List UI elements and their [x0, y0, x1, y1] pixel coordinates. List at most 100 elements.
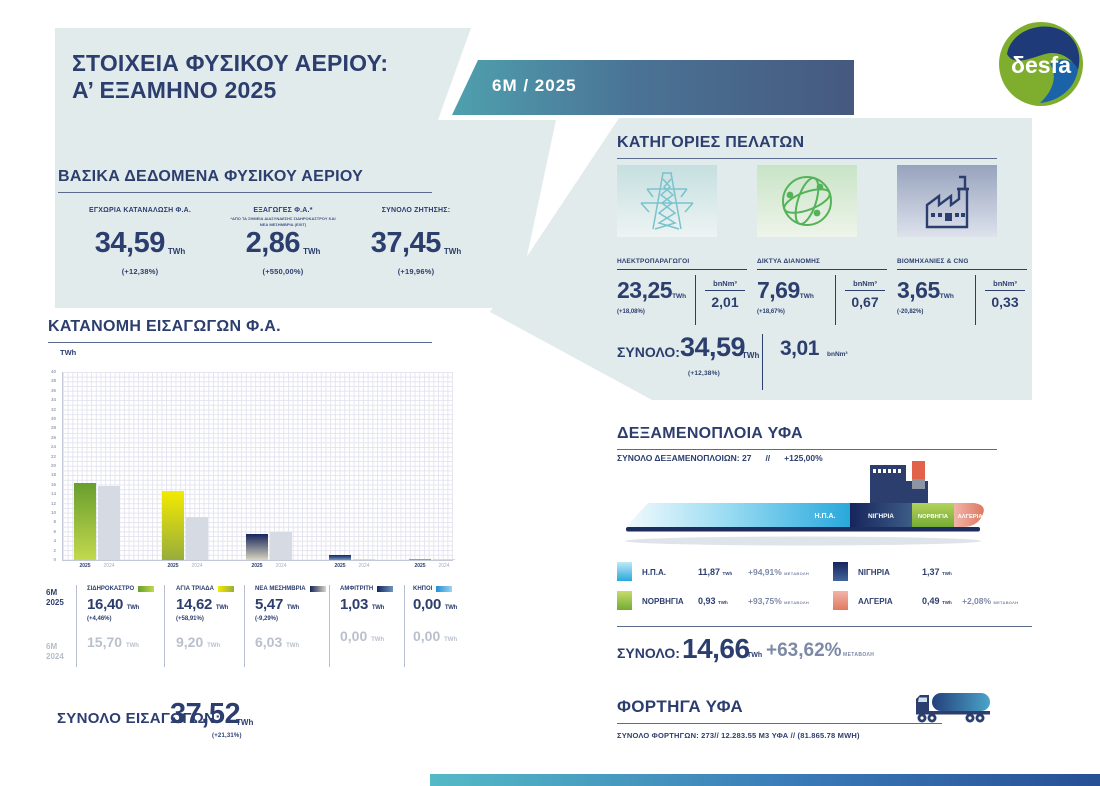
- tankers-subtitle: ΣΥΝΟΛΟ ΔΕΞΑΜΕΝΟΠΛΟΙΩΝ: 27 // +125,00%: [617, 453, 823, 463]
- ship-segment-label-algeria: ΑΛΓΕΡΙΑ: [957, 514, 983, 520]
- tankers-total-change-label: ΜΕΤΑΒΟΛΗ: [843, 652, 875, 658]
- tankers-count-change: +125,00%: [784, 453, 823, 463]
- y-tick-label: 14: [50, 491, 56, 497]
- color-swatch: [377, 586, 394, 592]
- stat-label: ΕΓΧΩΡΙΑ ΚΑΤΑΝΑΛΩΣΗ Φ.Α.: [89, 207, 191, 214]
- x-tick-label: 2025: [167, 563, 179, 569]
- value-unit: TWh: [286, 643, 300, 649]
- import-point-amfitriti: ΑΜΦΙΤΡΙΤΗ 1,03 TWh 0,00 TWh: [340, 586, 416, 644]
- vertical-divider: [695, 275, 696, 325]
- y-tick-label: 26: [50, 434, 56, 440]
- stat-total-demand: ΣΥΝΟΛΟ ΖΗΤΗΣΗΣ: 37,45 TWh (+19,96%): [336, 207, 496, 282]
- customers-title: ΚΑΤΗΓΟΡΙΕΣ ΠΕΛΑΤΩΝ: [617, 134, 997, 159]
- customer-card-power: ΗΛΕΚΤΡΟΠΑΡΑΓΩΓΟΙ 23,25TWh (+18,08%) bnNm…: [617, 258, 747, 327]
- page-title: ΣΤΟΙΧΕΙΑ ΦΥΣΙΚΟΥ ΑΕΡΙΟΥ: Α’ ΕΞΑΜΗΝΟ 2025: [72, 50, 388, 104]
- x-tick-label: 2024: [358, 563, 370, 569]
- bar-ΣΙΔΗΡΟΚΑΣΤΡΟ-2024: [98, 486, 120, 560]
- color-swatch: [138, 586, 155, 592]
- tankers-total-label: ΣΥΝΟΛΟ:: [617, 645, 680, 661]
- customers-total-change: (+12,38%): [688, 370, 720, 377]
- legend-change-label: ΜΕΤΑΒΟΛΗ: [993, 600, 1019, 605]
- value-2025: 0,00: [413, 596, 441, 613]
- bar-ΑΜΦΙΤΡΙΤΗ-2025: [329, 555, 351, 560]
- stat-value: 37,45: [370, 227, 442, 259]
- lng-ship-graphic: Η.Π.Α. ΝΙΓΗΡΙΑ ΝΟΡΒΗΓΙΑ ΑΛΓΕΡΙΑ: [618, 455, 993, 555]
- stat-domestic-consumption: ΕΓΧΩΡΙΑ ΚΑΤΑΝΑΛΩΣΗ Φ.Α. 34,59 TWh (+12,3…: [60, 207, 220, 282]
- tankers-total-count: ΣΥΝΟΛΟ ΔΕΞΑΜΕΝΟΠΛΟΙΩΝ: 27: [617, 453, 752, 463]
- customer-twh-unit: TWh: [799, 293, 814, 300]
- lng-truck-graphic: [912, 683, 997, 732]
- column-divider: [76, 585, 77, 667]
- y-tick-label: 22: [50, 453, 56, 459]
- customer-bn-value: 0,33: [991, 294, 1019, 310]
- x-tick-label: 2024: [438, 563, 450, 569]
- legend-change: +2,08%: [962, 596, 992, 606]
- customer-twh-unit: TWh: [939, 293, 954, 300]
- desfa-logo-text: δesfa: [1011, 52, 1071, 78]
- stat-change: (+19,96%): [397, 267, 435, 276]
- legend-unit: TWh: [722, 571, 733, 576]
- color-swatch: [217, 586, 234, 592]
- total-imports-label: ΣΥΝΟΛΟ ΕΙΣΑΓΩΓΩΝ:: [57, 710, 221, 727]
- total-imports-change: (+21,31%): [212, 733, 242, 739]
- tile-industries-cng: [897, 165, 997, 237]
- stat-footnote: *ΑΠΟ ΤΑ ΣΗΜΕΙΑ ΔΙΑΣΥΝΔΕΣΗΣ ΣΙΔΗΡΟΚΑΣΤΡΟΥ…: [230, 216, 336, 227]
- customer-card-industries: ΒΙΟΜΗΧΑΝΙΕΣ & CNG 3,65TWh (-20,82%) bnNm…: [897, 258, 1027, 327]
- y-tick-label: 10: [50, 510, 56, 515]
- customer-label: ΔΙΚΤΥΑ ΔΙΑΝΟΜΗΣ: [757, 258, 887, 270]
- tankers-total-change: +63,62%: [766, 640, 842, 661]
- basic-data-title: ΒΑΣΙΚΑ ΔΕΔΟΜΕΝΑ ΦΥΣΙΚΟΥ ΑΕΡΙΟΥ: [58, 168, 432, 193]
- stat-label: ΕΞΑΓΩΓΕΣ Φ.Α.*: [253, 207, 313, 214]
- customer-change: (+18,08%): [617, 309, 645, 315]
- entry-point-name: ΝΕΑ ΜΕΣΗΜΒΡΙΑ: [255, 586, 306, 592]
- y-tick-label: 40: [50, 369, 56, 374]
- value-change: (+58,91%): [176, 616, 204, 622]
- value-unit: TWh: [444, 605, 457, 611]
- customers-total-value: 34,59: [680, 332, 746, 362]
- bar-ΑΓΙΑ ΤΡΙΑΔΑ-2025: [162, 491, 184, 560]
- column-divider: [329, 585, 330, 667]
- divider-line: [617, 626, 1032, 627]
- bar-group-1: 2025 2024: [74, 482, 120, 569]
- y-tick-label: 34: [50, 397, 56, 403]
- bar-ΝΕΑ ΜΕΣΗΜΒΡΙΑ-2024: [270, 531, 292, 560]
- legend-change-label: ΜΕΤΑΒΟΛΗ: [784, 571, 810, 576]
- customer-change: (-20,82%): [897, 309, 924, 315]
- customer-bn-unit: bnNm³: [845, 279, 885, 291]
- column-divider: [164, 585, 165, 667]
- ship-segment-label-usa: Η.Π.Α.: [815, 513, 836, 520]
- x-tick-label: 2025: [79, 563, 91, 569]
- chart-y-axis: 40 38 36 34 32 30 28 26 24 22 20 18 16 14 12 10 8 6 4 2 0: [38, 369, 58, 562]
- value-2024: 0,00: [340, 628, 368, 644]
- value-2024: 9,20: [176, 634, 204, 650]
- legend-value: 0,93: [698, 596, 716, 606]
- import-point-nea-mesimvria: ΝΕΑ ΜΕΣΗΜΒΡΙΑ 5,47 TWh (-9,29%) 6,03 TWh: [255, 586, 331, 650]
- stat-change: (+12,38%): [121, 267, 159, 276]
- vertical-divider: [975, 275, 976, 325]
- customer-bn-value: 2,01: [711, 294, 739, 310]
- lng-ship-icon: Η.Π.Α. ΝΙΓΗΡΙΑ ΝΟΡΒΗΓΙΑ ΑΛΓΕΡΙΑ: [625, 461, 984, 546]
- legend-name: Η.Π.Α.: [642, 568, 666, 577]
- y-tick-label: 32: [50, 406, 56, 412]
- legend-swatch-algeria: [833, 591, 848, 610]
- ship-segment-label-norway: ΝΟΡΒΗΓΙΑ: [918, 514, 949, 520]
- y-tick-label: 8: [53, 519, 56, 525]
- page-title-line1: ΣΤΟΙΧΕΙΑ ΦΥΣΙΚΟΥ ΑΕΡΙΟΥ:: [72, 50, 389, 76]
- period-badge: 6M / 2025: [452, 60, 854, 115]
- value-2025: 16,40: [87, 596, 124, 613]
- value-unit: TWh: [286, 605, 299, 611]
- customer-twh-unit: TWh: [672, 293, 687, 300]
- y-tick-label: 12: [50, 500, 56, 506]
- y-tick-label: 16: [50, 481, 56, 487]
- x-tick-label: 2025: [414, 563, 426, 569]
- stat-value: 34,59: [94, 227, 166, 259]
- x-tick-label: 2025: [334, 563, 346, 569]
- row-label-year: 2025: [46, 598, 64, 608]
- desfa-logo: δesfa: [993, 16, 1089, 117]
- legend-name: ΝΟΡΒΗΓΙΑ: [642, 597, 684, 606]
- value-change: (+4,46%): [87, 616, 112, 622]
- y-tick-label: 20: [50, 463, 56, 468]
- customer-twh: 3,65: [897, 277, 940, 303]
- total-imports-unit: TWh: [236, 718, 254, 727]
